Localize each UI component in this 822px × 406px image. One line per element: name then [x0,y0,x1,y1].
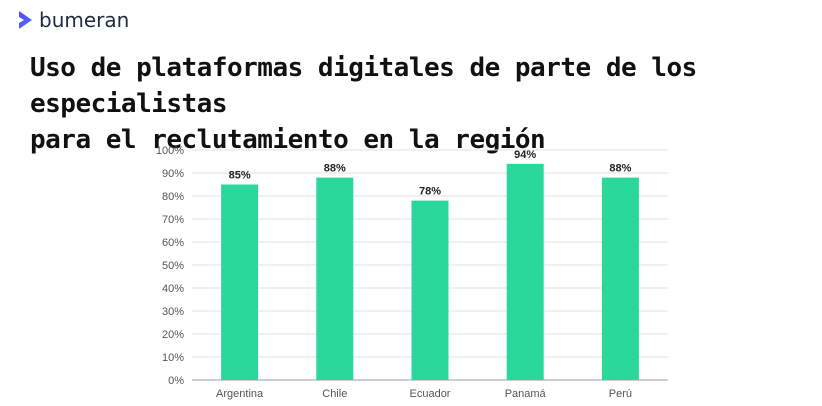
brand-logo: bumeran [16,8,129,32]
y-tick-label: 80% [162,191,184,203]
y-tick-label: 100% [156,145,184,157]
bar-value-label: 85% [229,170,251,182]
y-tick-label: 40% [162,283,184,295]
bar-value-label: 78% [419,186,441,198]
bar [316,177,354,380]
bar [221,184,259,380]
chart-bars [221,163,639,380]
x-category-label: Chile [322,388,347,400]
bar [411,200,449,380]
y-tick-label: 50% [162,260,184,272]
x-category-label: Panamá [505,388,547,400]
y-tick-label: 90% [162,168,184,180]
x-category-label: Ecuador [410,388,451,400]
bar [601,177,639,380]
y-tick-label: 10% [162,352,184,364]
data-labels: 85% 88% 78% 94% 88% [229,149,632,198]
title-line-1: Uso de plataformas digitales de parte de… [30,53,697,119]
brand-name: bumeran [39,8,130,32]
bar-value-label: 94% [514,149,536,161]
x-category-label: Perú [609,388,632,400]
y-tick-label: 60% [162,237,184,249]
x-category-label: Argentina [216,388,264,400]
bar [506,163,544,380]
x-axis-categories: Argentina Chile Ecuador Panamá Perú [216,388,632,400]
chevron-right-icon [19,11,32,29]
y-tick-label: 30% [162,306,184,318]
bar-value-label: 88% [609,163,631,175]
y-tick-label: 70% [162,214,184,226]
y-tick-label: 20% [162,329,184,341]
bar-value-label: 88% [324,163,346,175]
y-axis-ticks: 0% 10% 20% 30% 40% 50% 60% 70% 80% 90% 100% [156,145,184,387]
y-tick-label: 0% [168,375,184,387]
